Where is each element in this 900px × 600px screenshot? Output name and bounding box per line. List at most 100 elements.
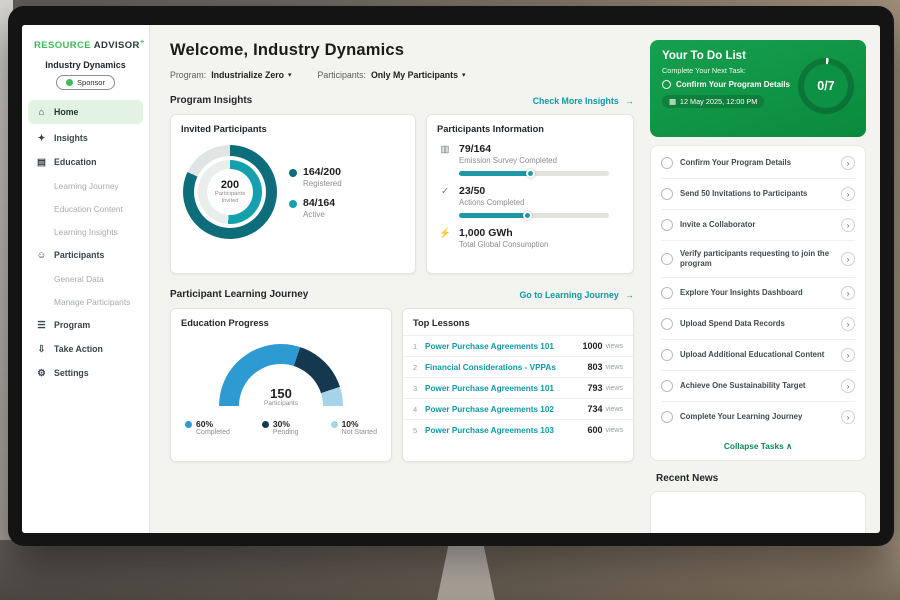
task-row[interactable]: Complete Your Learning Journey › bbox=[661, 402, 855, 432]
lesson-row: 2 Financial Considerations - VPPAs 803 v… bbox=[403, 357, 633, 378]
legend-label: Not Started bbox=[342, 429, 377, 436]
chevron-right-icon[interactable]: › bbox=[841, 317, 855, 331]
task-checkbox[interactable] bbox=[661, 349, 673, 361]
sidebar-item-education[interactable]: ▤ Education bbox=[22, 150, 149, 174]
sidebar-item-take-action[interactable]: ⇩ Take Action bbox=[22, 337, 149, 361]
arrow-right-icon: → bbox=[625, 290, 634, 300]
check-more-insights-link[interactable]: Check More Insights → bbox=[533, 96, 634, 106]
sidebar-item-label: Education bbox=[54, 157, 97, 167]
task-checkbox[interactable] bbox=[661, 188, 673, 200]
views-label: views bbox=[605, 385, 623, 392]
lesson-row: 1 Power Purchase Agreements 101 1000 vie… bbox=[403, 336, 633, 357]
info-row: ⚡ 1,000 GWh Total Global Consumption bbox=[427, 218, 633, 249]
lesson-link[interactable]: Financial Considerations - VPPAs bbox=[425, 363, 587, 372]
filters-row: Program: Industrialize Zero ▾ Participan… bbox=[170, 70, 634, 80]
chevron-right-icon[interactable]: › bbox=[841, 187, 855, 201]
sidebar-item-education-content[interactable]: Education Content bbox=[22, 197, 149, 220]
task-checkbox[interactable] bbox=[661, 253, 673, 265]
legend-item: 10% Not Started bbox=[331, 419, 377, 436]
info-label: Emission Survey Completed bbox=[459, 156, 609, 165]
todo-next-task-checkbox[interactable] bbox=[662, 80, 671, 89]
section-title: Participant Learning Journey bbox=[170, 289, 308, 300]
sidebar-item-insights[interactable]: ✦ Insights bbox=[22, 126, 149, 150]
task-row[interactable]: Send 50 Invitations to Participants › bbox=[661, 179, 855, 210]
legend-pct: 60% bbox=[196, 419, 230, 429]
legend-label: Completed bbox=[196, 429, 230, 436]
chevron-right-icon[interactable]: › bbox=[841, 410, 855, 424]
views-label: views bbox=[605, 343, 623, 350]
task-label: Verify participants requesting to join t… bbox=[680, 249, 834, 269]
chevron-right-icon[interactable]: › bbox=[841, 379, 855, 393]
legend-label: Pending bbox=[273, 429, 299, 436]
sidebar-item-label: Manage Participants bbox=[54, 297, 130, 307]
settings-icon: ⚙ bbox=[36, 368, 47, 379]
participants-dropdown[interactable]: Participants: Only My Participants ▾ bbox=[318, 70, 466, 80]
card-title: Education Progress bbox=[171, 309, 391, 328]
lesson-link[interactable]: Power Purchase Agreements 101 bbox=[425, 342, 582, 351]
info-value: 1,000 GWh bbox=[459, 227, 548, 239]
sidebar-item-label: General Data bbox=[54, 274, 104, 284]
card-title: Participants Information bbox=[427, 115, 633, 134]
sidebar-item-learning-insights[interactable]: Learning Insights bbox=[22, 220, 149, 243]
progress-fill bbox=[459, 171, 531, 176]
gauge-legend: 60% Completed 30% Pending bbox=[171, 407, 391, 436]
task-checkbox[interactable] bbox=[661, 219, 673, 231]
sponsor-badge[interactable]: Sponsor bbox=[56, 75, 115, 90]
lesson-link[interactable]: Power Purchase Agreements 103 bbox=[425, 426, 587, 435]
legend-dot bbox=[331, 421, 338, 428]
chevron-right-icon[interactable]: › bbox=[841, 218, 855, 232]
task-row[interactable]: Explore Your Insights Dashboard › bbox=[661, 278, 855, 309]
todo-next-task-label: Confirm Your Program Details bbox=[676, 80, 790, 89]
task-row[interactable]: Upload Additional Educational Content › bbox=[661, 340, 855, 371]
sidebar-item-program[interactable]: ☰ Program bbox=[22, 313, 149, 337]
sidebar-item-general-data[interactable]: General Data bbox=[22, 267, 149, 290]
arrow-right-icon: → bbox=[625, 96, 634, 106]
link-label: Check More Insights bbox=[533, 96, 619, 106]
sidebar-item-learning-journey[interactable]: Learning Journey bbox=[22, 174, 149, 197]
lesson-link[interactable]: Power Purchase Agreements 102 bbox=[425, 405, 587, 414]
task-checkbox[interactable] bbox=[661, 380, 673, 392]
sidebar-item-label: Learning Insights bbox=[54, 227, 118, 237]
task-checkbox[interactable] bbox=[661, 318, 673, 330]
chevron-right-icon[interactable]: › bbox=[841, 156, 855, 170]
task-label: Send 50 Invitations to Participants bbox=[680, 189, 834, 199]
lessons-list: 1 Power Purchase Agreements 101 1000 vie… bbox=[403, 335, 633, 440]
chevron-right-icon[interactable]: › bbox=[841, 252, 855, 266]
todo-progress-ring: 0/7 bbox=[798, 58, 854, 114]
sidebar: RESOURCE ADVISOR+ Industry Dynamics Spon… bbox=[22, 25, 150, 533]
task-checkbox[interactable] bbox=[661, 411, 673, 423]
sidebar-item-label: Take Action bbox=[54, 344, 103, 354]
brand-word-1: RESOURCE bbox=[34, 40, 91, 51]
sidebar-item-settings[interactable]: ⚙ Settings bbox=[22, 361, 149, 385]
brand-plus: + bbox=[140, 37, 145, 46]
lesson-rank: 5 bbox=[413, 426, 425, 435]
donut-center-label: Participants Invited bbox=[210, 191, 250, 205]
donut-legend: 164/200 Registered 84/164 Active bbox=[289, 157, 342, 228]
lesson-rank: 1 bbox=[413, 342, 425, 351]
task-checkbox[interactable] bbox=[661, 287, 673, 299]
collapse-tasks-link[interactable]: Collapse Tasks ∧ bbox=[661, 432, 855, 456]
todo-summary-card: Your To Do List Complete Your Next Task:… bbox=[650, 40, 866, 137]
right-panel: Your To Do List Complete Your Next Task:… bbox=[648, 25, 880, 533]
go-to-learning-journey-link[interactable]: Go to Learning Journey → bbox=[520, 290, 634, 300]
education-gauge-chart: 150 Participants bbox=[219, 344, 343, 407]
info-row: ▥ 79/164 Emission Survey Completed bbox=[427, 134, 633, 176]
task-row[interactable]: Achieve One Sustainability Target › bbox=[661, 371, 855, 402]
chevron-right-icon[interactable]: › bbox=[841, 348, 855, 362]
info-value: 23/50 bbox=[459, 185, 609, 197]
sidebar-item-home[interactable]: ⌂ Home bbox=[28, 100, 143, 124]
learning-journey-header: Participant Learning Journey Go to Learn… bbox=[170, 289, 634, 300]
legend-label: Active bbox=[303, 210, 335, 219]
survey-icon: ▥ bbox=[439, 144, 451, 155]
task-row[interactable]: Confirm Your Program Details › bbox=[661, 148, 855, 179]
task-row[interactable]: Invite a Collaborator › bbox=[661, 210, 855, 241]
sidebar-item-participants[interactable]: ☺ Participants bbox=[22, 243, 149, 267]
chevron-right-icon[interactable]: › bbox=[841, 286, 855, 300]
program-dropdown[interactable]: Program: Industrialize Zero ▾ bbox=[170, 70, 292, 80]
task-checkbox[interactable] bbox=[661, 157, 673, 169]
card-title: Top Lessons bbox=[403, 309, 633, 328]
sidebar-item-manage-participants[interactable]: Manage Participants bbox=[22, 290, 149, 313]
task-row[interactable]: Verify participants requesting to join t… bbox=[661, 241, 855, 278]
task-row[interactable]: Upload Spend Data Records › bbox=[661, 309, 855, 340]
lesson-link[interactable]: Power Purchase Agreements 101 bbox=[425, 384, 587, 393]
